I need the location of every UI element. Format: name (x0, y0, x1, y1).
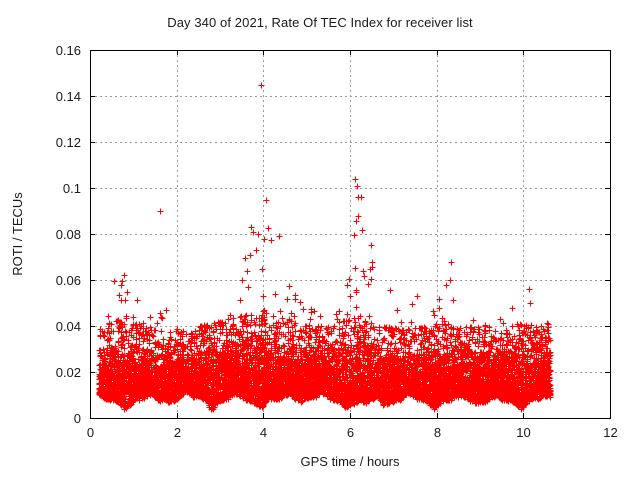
data-point (367, 325, 374, 332)
data-point (239, 277, 246, 284)
data-point (358, 194, 365, 201)
data-point (470, 317, 477, 324)
data-point (158, 314, 165, 321)
data-point (325, 331, 332, 338)
data-point (242, 255, 249, 262)
data-point (303, 330, 310, 337)
data-point (360, 268, 367, 275)
data-point (359, 227, 366, 234)
data-point (344, 282, 351, 289)
data-point (435, 328, 442, 335)
data-point (163, 307, 170, 314)
data-point (418, 340, 425, 347)
data-point (237, 297, 244, 304)
data-point (270, 313, 277, 320)
data-point (482, 323, 489, 330)
data-point (288, 310, 295, 317)
data-point (158, 328, 165, 335)
data-point (217, 330, 224, 337)
data-point (96, 347, 103, 354)
data-point (124, 289, 131, 296)
data-point (368, 276, 375, 283)
data-point (498, 330, 505, 337)
data-point (160, 336, 167, 343)
data-point (387, 287, 394, 294)
data-point (336, 326, 343, 333)
data-point (251, 329, 258, 336)
data-point (409, 301, 416, 308)
data-point (442, 322, 449, 329)
data-point-layer (96, 82, 554, 413)
data-point (336, 308, 343, 315)
data-point (445, 321, 452, 328)
data-point (223, 332, 230, 339)
data-point (100, 346, 107, 353)
data-point (111, 278, 118, 285)
data-point (317, 313, 324, 320)
data-point (362, 318, 369, 325)
data-point (119, 278, 126, 285)
data-point (333, 311, 340, 318)
data-point (368, 320, 375, 327)
data-point (365, 281, 372, 288)
data-point (351, 232, 358, 239)
data-point (333, 338, 340, 345)
chart-title: Day 340 of 2021, Rate Of TEC Index for r… (167, 15, 473, 30)
data-point (238, 313, 245, 320)
data-point (116, 292, 123, 299)
data-point (431, 312, 438, 319)
data-point (306, 322, 313, 329)
data-point (272, 291, 279, 298)
data-point (154, 320, 161, 327)
